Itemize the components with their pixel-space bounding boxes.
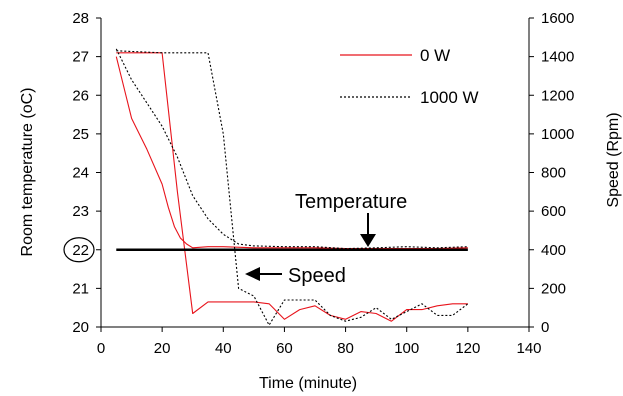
legend-label-1000w: 1000 W [420,88,479,107]
y-tick-label-right: 1600 [541,10,574,27]
y-tick-label-left: 28 [72,10,89,27]
axes [96,17,534,332]
x-tick-label: 60 [276,340,293,357]
legend: 0 W 1000 W [340,46,479,107]
annotation-speed-arrowhead [245,267,260,281]
series-line-0w-speed [116,52,468,322]
y-axis-label-right: Speed (Rpm) [605,112,622,207]
x-tick-label: 120 [455,340,480,357]
x-tick-label: 100 [394,340,419,357]
annotations: Temperature Speed [245,191,407,287]
annotation-temperature: Temperature [295,191,407,213]
y-tick-label-right: 0 [541,319,549,336]
x-tick-label: 0 [97,340,105,357]
x-tick-label: 140 [516,340,541,357]
y-tick-label-left: 26 [72,87,89,104]
annotation-temperature-arrowhead [360,234,376,247]
tick-labels: 0 20 40 60 80 100 120 140 20 21 22 23 24 25 26 27 28 0 200… [63,10,574,357]
legend-label-0w: 0 W [420,46,450,65]
y-tick-label-left: 25 [72,126,89,143]
y-tick-label-left: 20 [72,319,89,336]
x-tick-label: 40 [215,340,232,357]
x-axis-label: Time (minute) [259,375,357,392]
y-tick-label-left: 23 [72,203,89,220]
y-axis-label-left: Room temperature (oC) [19,88,36,257]
y-tick-label-right: 200 [541,280,566,297]
annotation-speed: Speed [288,265,346,287]
plot-lines [115,48,469,326]
series-line-1000w-speed [116,50,469,326]
y-tick-label-right: 1200 [541,87,574,104]
y-tick-label-right: 1400 [541,49,574,66]
y-tick-label-right: 800 [541,165,566,182]
y-tick-label-right: 600 [541,203,566,220]
y-tick-label-left: 24 [72,165,89,182]
y-tick-label-right: 1000 [541,126,574,143]
x-tick-label: 80 [337,340,354,357]
circled-tick-marker [63,237,95,263]
x-tick-label: 20 [154,340,171,357]
y-tick-label-left: 22 [72,242,89,259]
y-tick-label-left: 21 [72,280,89,297]
series-line-1000w-temperature [115,48,468,250]
y-tick-label-left: 27 [72,49,89,66]
series-line-0w-temperature [115,56,468,250]
y-tick-label-right: 400 [541,242,566,259]
